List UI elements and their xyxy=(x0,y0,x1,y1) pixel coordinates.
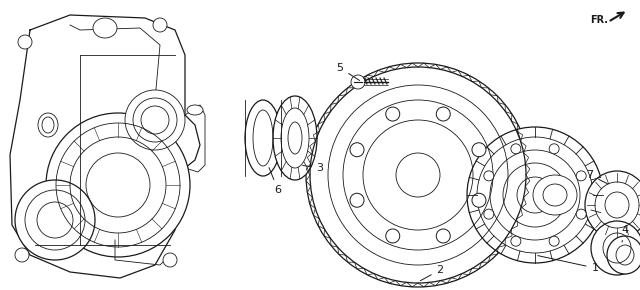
Ellipse shape xyxy=(351,75,365,89)
Ellipse shape xyxy=(125,90,185,150)
Circle shape xyxy=(15,248,29,262)
Ellipse shape xyxy=(585,171,640,239)
Circle shape xyxy=(511,144,521,154)
Circle shape xyxy=(436,107,451,121)
Circle shape xyxy=(472,143,486,157)
Text: 7: 7 xyxy=(586,170,607,184)
Circle shape xyxy=(18,35,32,49)
Ellipse shape xyxy=(38,113,58,137)
Circle shape xyxy=(163,253,177,267)
Ellipse shape xyxy=(607,236,640,274)
Text: 3: 3 xyxy=(303,163,323,173)
Text: 2: 2 xyxy=(420,265,444,281)
Circle shape xyxy=(576,209,586,219)
Text: 1: 1 xyxy=(538,255,598,273)
Ellipse shape xyxy=(467,127,603,263)
Ellipse shape xyxy=(306,63,530,287)
Circle shape xyxy=(549,144,559,154)
Circle shape xyxy=(484,171,494,181)
Ellipse shape xyxy=(93,18,117,38)
Circle shape xyxy=(576,171,586,181)
Text: 4: 4 xyxy=(621,225,628,242)
Circle shape xyxy=(350,143,364,157)
Circle shape xyxy=(386,229,400,243)
Circle shape xyxy=(484,209,494,219)
Text: 6: 6 xyxy=(269,168,282,195)
Circle shape xyxy=(153,18,167,32)
Circle shape xyxy=(472,193,486,207)
Circle shape xyxy=(511,236,521,246)
Ellipse shape xyxy=(273,96,317,180)
Circle shape xyxy=(436,229,451,243)
Circle shape xyxy=(350,193,364,207)
Circle shape xyxy=(549,236,559,246)
Ellipse shape xyxy=(187,105,203,115)
Ellipse shape xyxy=(46,113,190,257)
Ellipse shape xyxy=(245,100,281,176)
Text: 5: 5 xyxy=(337,63,360,81)
Ellipse shape xyxy=(591,221,640,275)
Ellipse shape xyxy=(15,180,95,260)
Circle shape xyxy=(386,107,400,121)
Ellipse shape xyxy=(533,175,577,215)
Text: FR.: FR. xyxy=(590,15,608,25)
